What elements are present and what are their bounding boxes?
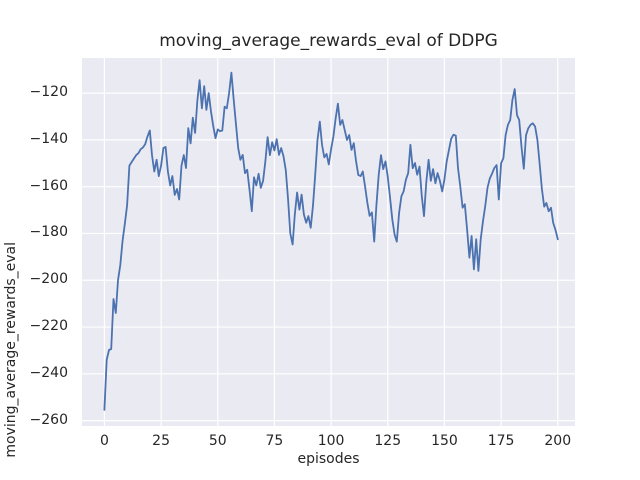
y-tick-label: −240 xyxy=(29,364,68,381)
x-tick-label: 75 xyxy=(265,433,284,449)
x-tick-label: 0 xyxy=(99,433,109,449)
chart-title: moving_average_rewards_eval of DDPG xyxy=(159,31,498,51)
y-tick-label: −140 xyxy=(29,130,68,147)
axes-background xyxy=(82,58,575,426)
x-tick-label: 50 xyxy=(208,433,227,449)
x-tick-label: 100 xyxy=(317,433,345,449)
x-tick-label: 25 xyxy=(152,433,171,449)
x-axis-label: episodes xyxy=(297,451,360,467)
data-line xyxy=(103,71,559,411)
x-tick-label: 125 xyxy=(374,433,402,449)
x-tick-label: 150 xyxy=(431,433,458,449)
y-tick-label: −220 xyxy=(29,318,68,335)
y-tick-label: −180 xyxy=(29,224,68,241)
x-tick-label: 200 xyxy=(544,433,572,449)
x-tick-label: 175 xyxy=(487,433,515,449)
y-tick-label: −120 xyxy=(29,84,68,101)
y-tick-label: −260 xyxy=(29,411,68,428)
y-tick-label: −200 xyxy=(29,271,68,288)
y-tick-label: −160 xyxy=(29,177,68,194)
